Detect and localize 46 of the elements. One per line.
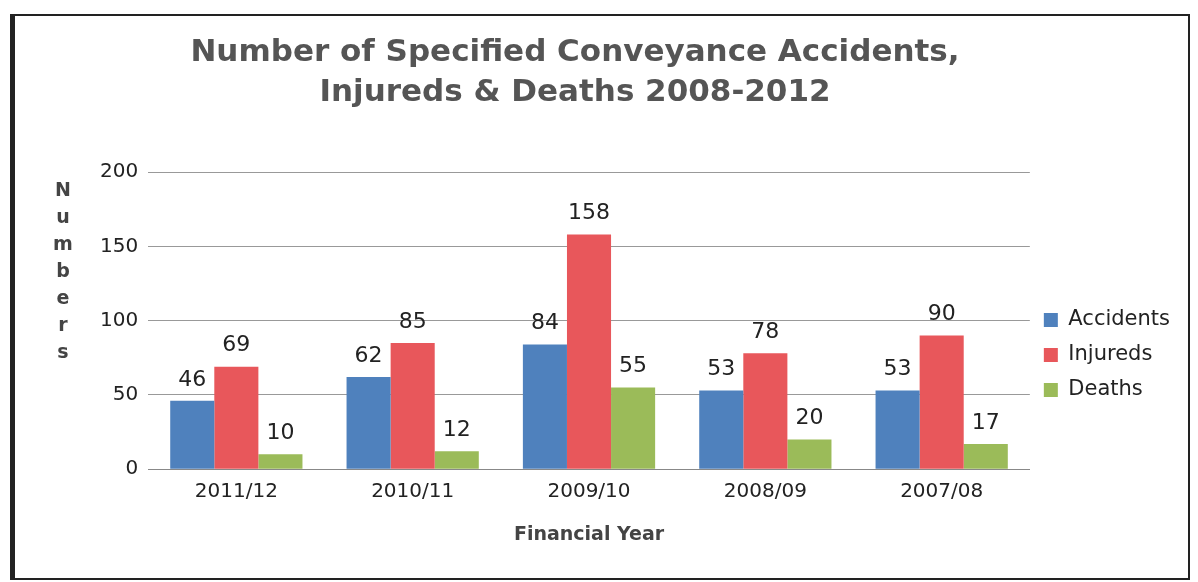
bar xyxy=(787,439,832,469)
x-tick-label: 2011/12 xyxy=(194,478,278,503)
data-label: 90 xyxy=(927,300,956,326)
data-label: 20 xyxy=(795,404,824,430)
bar xyxy=(611,387,656,469)
data-label: 85 xyxy=(398,307,427,333)
y-tick-label: 100 xyxy=(99,306,139,331)
x-axis-title: Financial Year xyxy=(513,521,665,544)
x-tick-label: 2007/08 xyxy=(900,478,984,503)
legend-label: Accidents xyxy=(1068,306,1171,331)
bar xyxy=(743,353,788,469)
bar xyxy=(434,451,479,469)
bar xyxy=(522,344,567,469)
data-label: 84 xyxy=(530,309,559,335)
chart-title: Number of Specified Conveyance Accidents, Injureds & Deaths 2008-2012 xyxy=(189,31,961,110)
data-label: 12 xyxy=(442,416,471,442)
data-label: 69 xyxy=(222,331,251,357)
bar xyxy=(875,390,920,469)
data-label: 17 xyxy=(971,408,1000,434)
bar xyxy=(170,400,215,469)
bar xyxy=(566,234,612,469)
y-tick-label: 150 xyxy=(99,232,139,257)
data-label: 53 xyxy=(883,355,912,381)
bar xyxy=(963,443,1008,469)
data-label: 10 xyxy=(266,419,295,445)
data-label: 62 xyxy=(354,341,383,367)
data-label: 55 xyxy=(619,352,648,378)
y-axis-title: Numbers xyxy=(52,178,74,367)
data-label: 158 xyxy=(568,199,611,225)
bar xyxy=(699,390,744,469)
y-tick-label: 0 xyxy=(125,455,139,480)
x-tick-label: 2008/09 xyxy=(723,478,807,503)
bar xyxy=(390,342,435,469)
x-tick-label: 2010/11 xyxy=(371,478,455,503)
y-tick-label: 50 xyxy=(112,381,139,406)
data-label: 78 xyxy=(751,318,780,344)
bar xyxy=(346,377,391,469)
bar xyxy=(258,454,303,469)
bar xyxy=(214,366,259,469)
legend-label: Deaths xyxy=(1068,376,1143,401)
data-label: 46 xyxy=(178,365,207,391)
bar xyxy=(919,335,964,469)
y-tick-label: 200 xyxy=(99,158,139,183)
data-label: 53 xyxy=(707,355,736,381)
legend-label: Injureds xyxy=(1068,341,1153,366)
x-tick-label: 2009/10 xyxy=(547,478,631,503)
